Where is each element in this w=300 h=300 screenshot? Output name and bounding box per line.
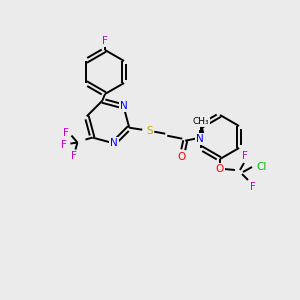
- Text: F: F: [250, 182, 256, 192]
- Text: O: O: [216, 164, 224, 174]
- Text: N: N: [120, 101, 128, 111]
- Text: CH₃: CH₃: [193, 117, 210, 126]
- Text: F: F: [61, 140, 66, 150]
- Text: F: F: [70, 151, 76, 160]
- Text: N: N: [196, 134, 204, 144]
- Text: F: F: [62, 128, 68, 138]
- Text: F: F: [242, 151, 248, 161]
- Text: Cl: Cl: [257, 162, 267, 172]
- Text: N: N: [110, 138, 118, 148]
- Text: F: F: [102, 36, 108, 46]
- Text: O: O: [177, 152, 185, 162]
- Text: S: S: [146, 126, 153, 136]
